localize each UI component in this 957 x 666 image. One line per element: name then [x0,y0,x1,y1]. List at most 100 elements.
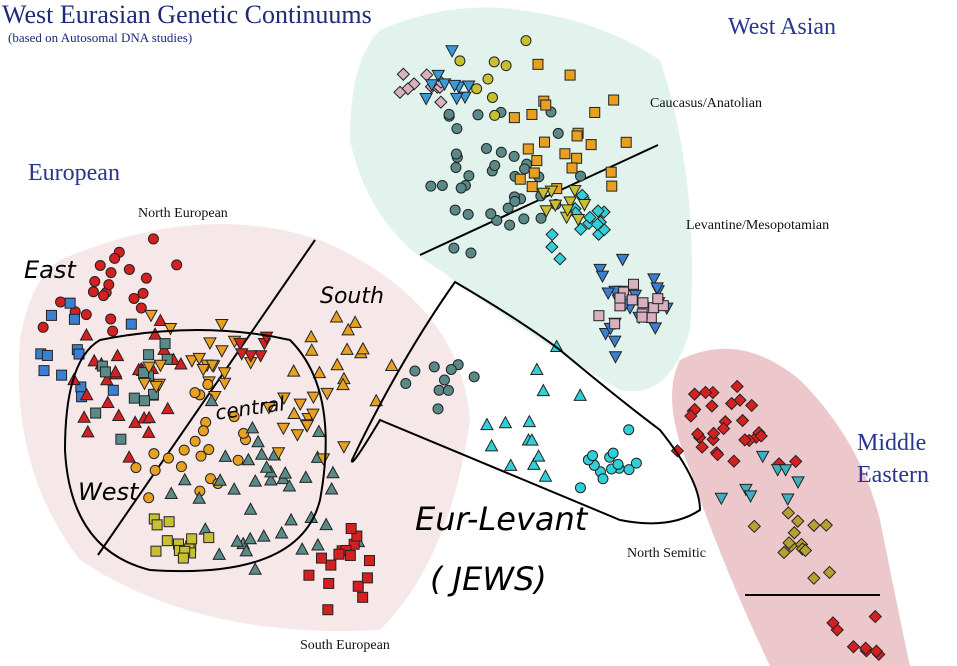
data-point-circle [454,55,466,67]
data-point-circle [202,378,214,390]
data-point-square [351,530,363,542]
data-point-invtriangle [437,78,452,91]
data-point-circle [432,403,444,415]
data-point-circle [189,387,201,399]
data-point-circle [128,292,140,304]
data-point-invtriangle [214,319,229,332]
data-point-triangle [248,474,263,487]
data-point-circle [450,148,462,160]
data-point-circle [171,259,183,271]
data-point-square [593,310,605,322]
data-point-triangle [164,486,179,499]
data-point-invtriangle [262,402,276,415]
label-caucasus: Caucasus/Anatolian [650,96,762,111]
data-point-triangle [79,387,94,401]
data-point-square [648,302,660,314]
label-north-european: North European [138,206,228,221]
data-point-circle [409,365,421,377]
data-point-circle [37,321,49,333]
data-point-circle [55,296,67,308]
data-point-triangle [329,309,344,323]
data-point-triangle [536,383,551,397]
data-point-circle [189,435,201,447]
data-point-circle [489,159,501,171]
data-point-circle [87,286,99,298]
data-point-square [357,591,369,603]
data-point-circle [607,447,619,459]
data-point-triangle [256,529,271,542]
data-point-square [128,392,140,404]
data-point-square [522,143,534,155]
data-point-square [115,433,127,445]
data-point-triangle [227,482,242,495]
data-point-square [657,300,669,312]
data-point-diamond [777,545,791,560]
data-point-triangle [356,341,370,355]
data-point-square [526,181,538,193]
data-point-triangle [340,342,354,355]
data-point-square [508,112,520,124]
data-point-diamond [730,379,744,394]
label-eastern: Eastern [857,462,929,488]
data-point-invtriangle [142,361,156,375]
data-point-diamond [807,571,821,585]
data-point-circle [465,247,477,259]
label-north-semitic: North Semitic [627,546,706,561]
data-point-circle [436,179,448,191]
data-point-invtriangle [306,408,320,422]
data-point-triangle [254,447,269,460]
data-point-invtriangle [560,204,575,217]
data-point-square [38,365,50,377]
data-point-circle [195,450,207,462]
data-point-circle [574,170,586,182]
data-point-circle [445,363,457,375]
data-point-circle [149,464,161,476]
data-point-diamond [826,616,840,630]
data-point-triangle [148,327,162,340]
data-point-diamond [396,67,411,81]
data-point-square [161,535,173,547]
data-point-triangle [79,327,94,341]
data-point-square [352,580,364,592]
data-point-diamond [789,454,803,469]
data-point-invtriangle [608,351,623,364]
data-point-circle [449,204,461,216]
data-point-circle [488,56,500,68]
data-point-circle [574,482,586,494]
data-point-diamond [782,536,796,550]
data-point-circle [137,287,149,299]
data-point-square [652,293,664,305]
data-point-square [315,552,327,564]
data-point-triangle [304,343,319,356]
data-point-circle [143,492,155,504]
data-point-circle [482,73,494,85]
data-point-circle [232,454,244,466]
data-point-circle [94,259,106,271]
data-point-diamond [807,518,821,533]
data-point-square [559,148,571,160]
data-point-circle [140,272,152,284]
data-point-square [139,395,151,407]
data-point-triangle [213,473,227,486]
data-point-triangle [348,315,362,328]
data-point-triangle [142,410,156,424]
data-point-square [571,130,583,142]
data-point-triangle [282,479,297,492]
data-point-circle [123,263,135,275]
data-point-triangle [480,417,494,431]
data-point-diamond [553,252,567,266]
data-point-square [645,312,657,324]
data-point-triangle [278,466,293,479]
data-point-diamond [846,640,861,654]
data-point-invtriangle [780,493,795,507]
data-point-diamond [434,95,448,109]
data-point-square [322,604,334,616]
data-point-circle [480,142,492,154]
data-point-invtriangle [337,441,351,454]
data-point-square [589,106,601,118]
data-point-diamond [798,543,813,558]
data-point-invtriangle [449,92,464,106]
data-point-triangle [108,364,123,378]
data-point-triangle [312,424,326,438]
data-point-invtriangle [445,45,459,58]
